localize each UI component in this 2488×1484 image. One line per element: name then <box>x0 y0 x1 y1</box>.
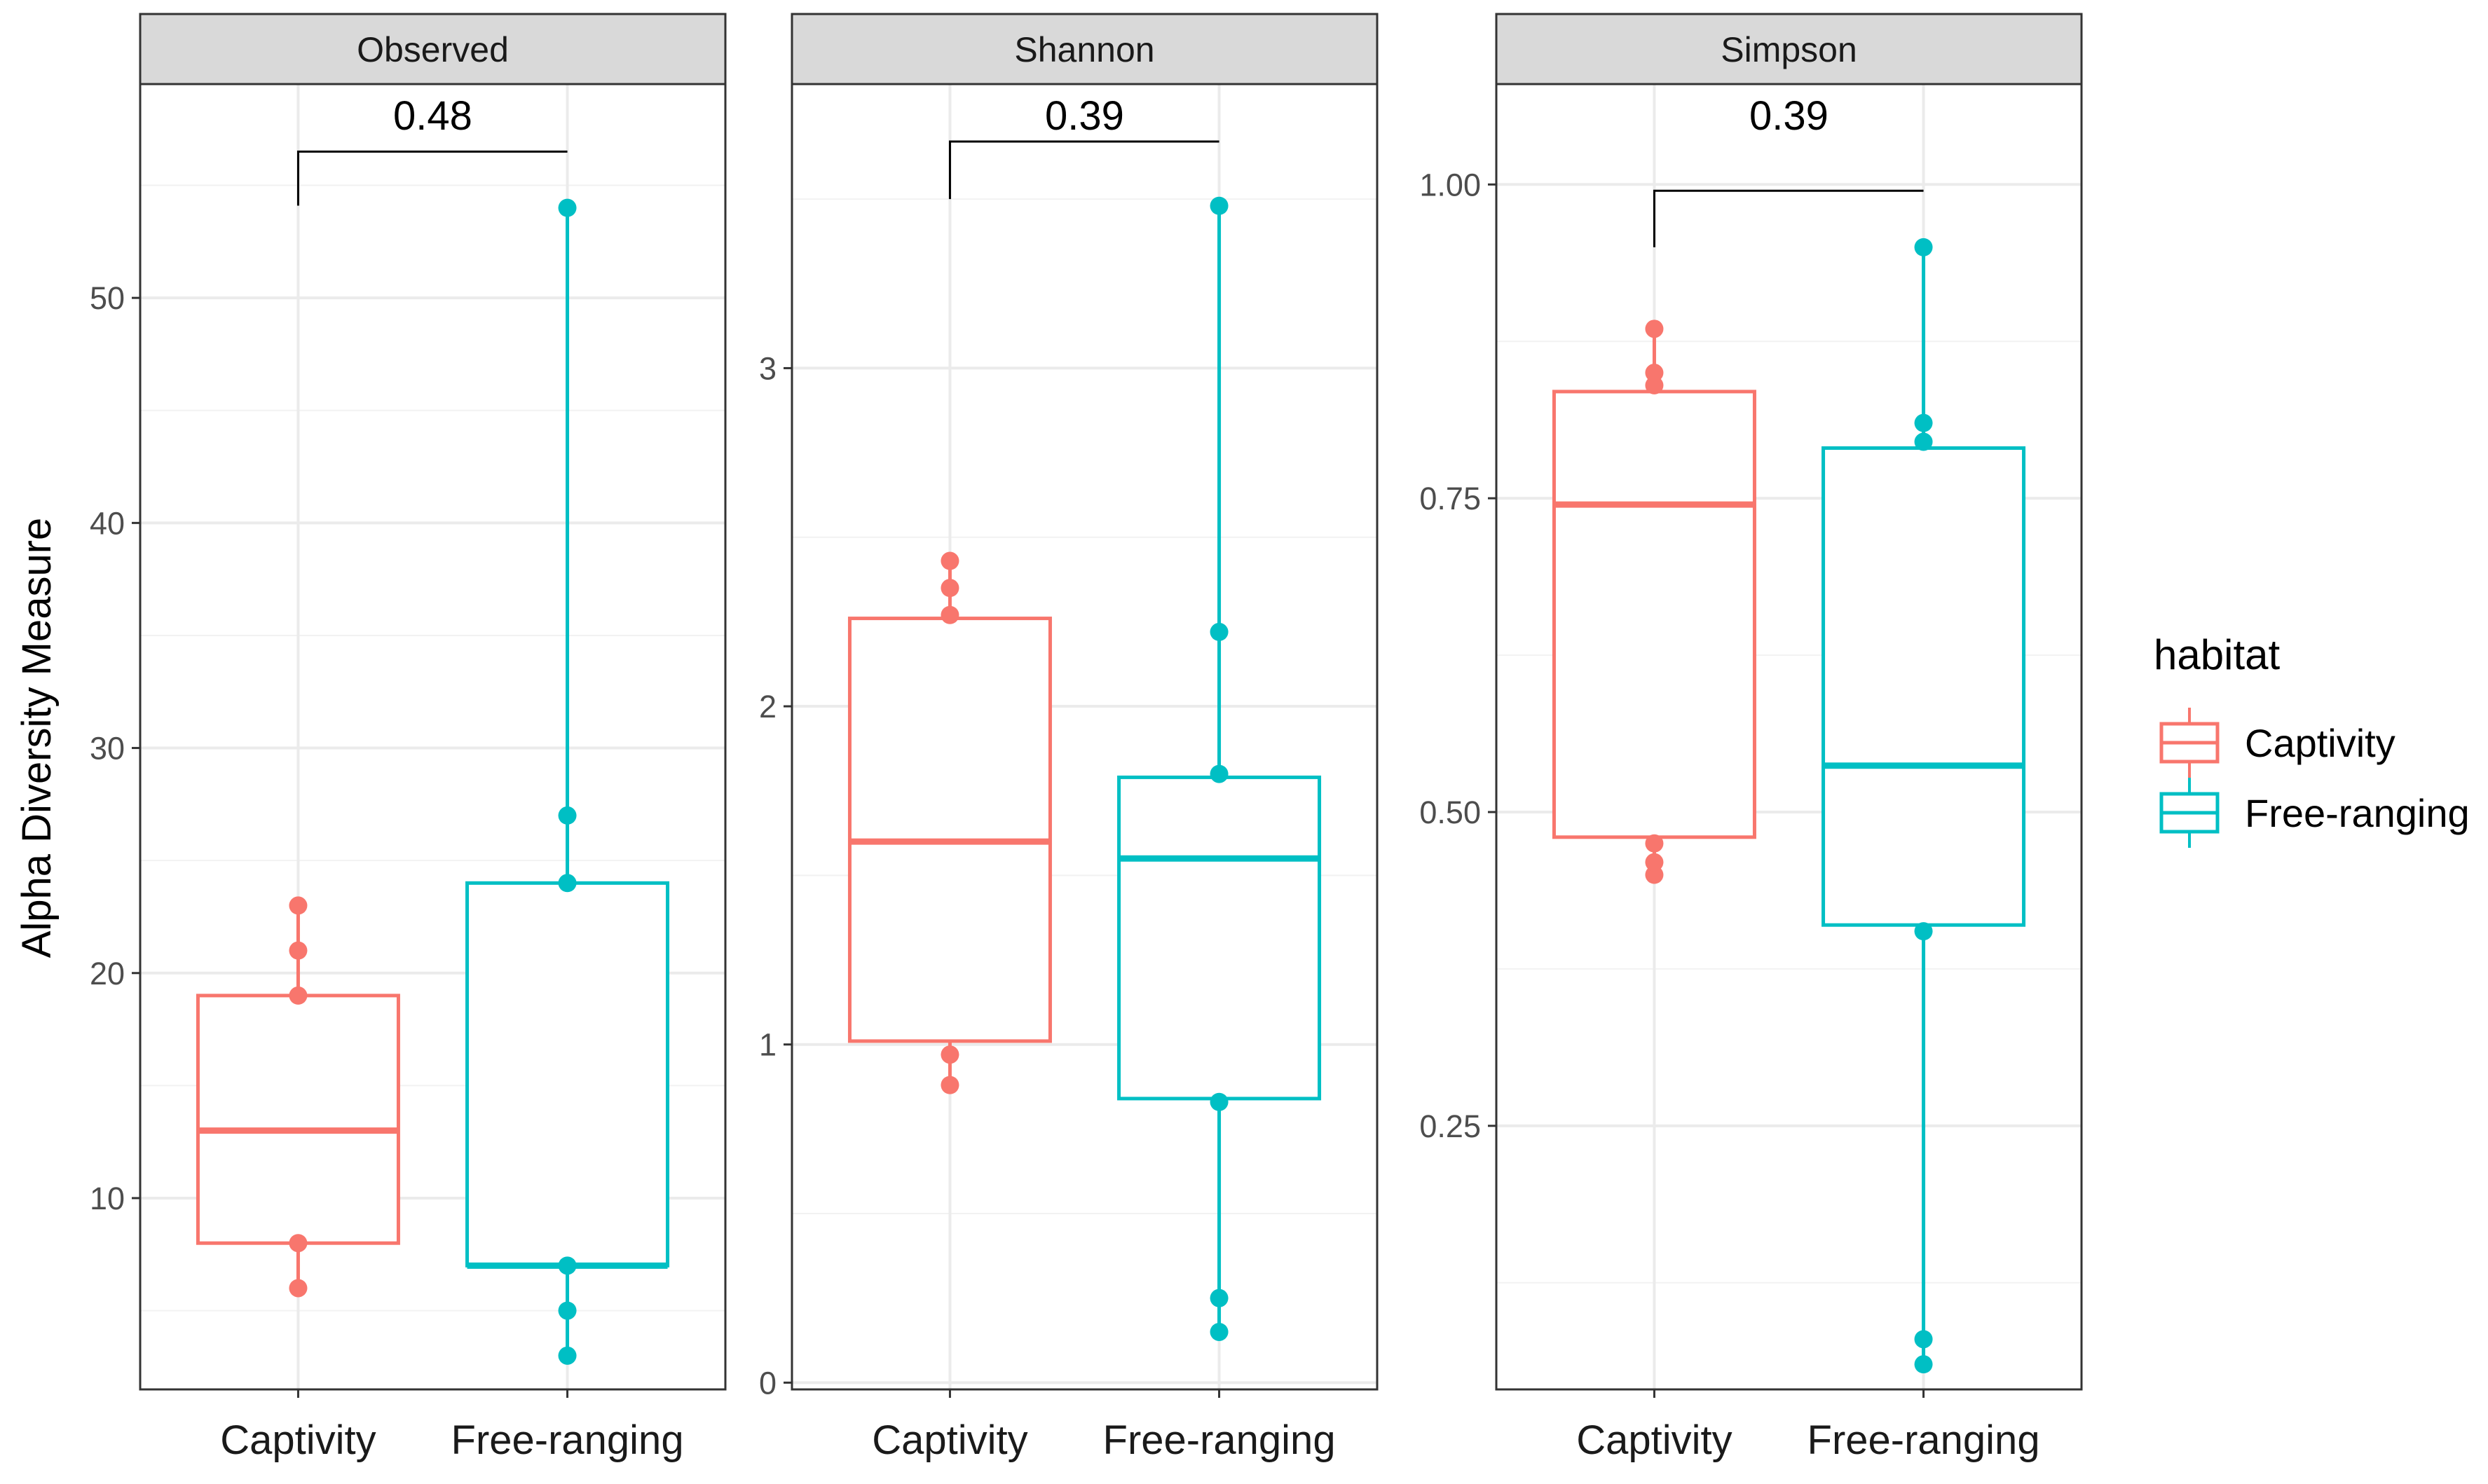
data-point <box>1210 622 1229 641</box>
facet-panel-observed: Observed 10 20 30 40 50 0.48 Captivity Free-rang… <box>90 13 727 1463</box>
facet-panel-simpson: Simpson 0.25 0.50 0.75 1.00 0.39 Captivity Free… <box>1419 13 2083 1463</box>
legend-key-captivity: Captivity <box>2159 708 2395 778</box>
box <box>196 994 400 1245</box>
facet-strip <box>791 13 1379 85</box>
y-tick-label: 0.75 <box>1419 481 1481 516</box>
data-point <box>289 941 308 960</box>
x-tick-label: Captivity <box>1576 1417 1732 1463</box>
box-group-captivity <box>1552 320 1756 884</box>
data-point <box>941 605 959 624</box>
y-tick-label: 30 <box>90 731 125 767</box>
y-tick-label: 1.00 <box>1419 167 1481 202</box>
box <box>465 881 670 1267</box>
y-tick-label: 20 <box>90 956 125 991</box>
p-value-label: 0.48 <box>393 93 472 139</box>
y-tick-label: 0.25 <box>1419 1108 1481 1144</box>
y-tick-label: 40 <box>90 505 125 541</box>
box <box>1552 390 1756 839</box>
x-tick-label: Free-ranging <box>1103 1417 1336 1463</box>
legend: habitat Captivity Free-ranging <box>2154 631 2470 848</box>
data-point <box>1914 1330 1933 1349</box>
legend-title: habitat <box>2154 631 2280 678</box>
data-point <box>1914 1355 1933 1374</box>
y-tick-label: 3 <box>759 350 777 386</box>
facet-panel-shannon: Shannon 0 1 2 3 0.39 Captivity Free-ranging <box>759 13 1379 1463</box>
data-point <box>941 1045 959 1064</box>
data-point <box>1645 364 1664 383</box>
data-point <box>1210 1092 1229 1111</box>
y-tick-label: 0.50 <box>1419 795 1481 830</box>
significance-bracket <box>1653 189 1924 247</box>
box-group-captivity <box>196 896 400 1298</box>
data-point <box>1645 376 1664 394</box>
data-point <box>558 1301 577 1320</box>
data-point <box>1210 1322 1229 1341</box>
data-point <box>289 1279 308 1298</box>
p-value-label: 0.39 <box>1045 93 1124 139</box>
x-tick-label: Free-ranging <box>451 1417 684 1463</box>
y-axis-label: Alpha Diversity Measure <box>14 518 60 959</box>
data-point <box>1210 764 1229 783</box>
y-tick-label: 0 <box>759 1365 777 1401</box>
box-group-free-ranging <box>1117 196 1322 1341</box>
p-value-label: 0.39 <box>1749 93 1829 139</box>
y-tick-label: 1 <box>759 1027 777 1063</box>
facet-strip-label: Shannon <box>1014 30 1154 69</box>
y-tick-label: 50 <box>90 280 125 316</box>
x-tick-label: Free-ranging <box>1807 1417 2040 1463</box>
data-point <box>1914 413 1933 432</box>
facet-strip-label: Simpson <box>1721 30 1857 69</box>
x-tick-label: Captivity <box>220 1417 376 1463</box>
significance-bracket <box>296 150 568 206</box>
data-point <box>1645 853 1664 872</box>
data-point <box>558 1256 577 1275</box>
data-point <box>941 579 959 598</box>
data-point <box>941 1076 959 1094</box>
box-group-captivity <box>847 551 1052 1094</box>
box <box>847 617 1052 1043</box>
data-point <box>289 1234 308 1253</box>
data-point <box>1210 196 1229 215</box>
data-point <box>558 1346 577 1365</box>
legend-label: Free-ranging <box>2245 791 2470 835</box>
data-point <box>289 896 308 915</box>
x-tick-label: Captivity <box>872 1417 1027 1463</box>
panel-border <box>1495 83 2083 1391</box>
panel-border <box>791 83 1379 1391</box>
data-point <box>1210 1289 1229 1307</box>
facet-strip-label: Observed <box>357 30 509 69</box>
box <box>1117 775 1322 1101</box>
significance-bracket <box>948 140 1219 200</box>
data-point <box>1914 922 1933 941</box>
data-point <box>941 551 959 570</box>
legend-label: Captivity <box>2245 721 2395 765</box>
data-point <box>1645 834 1664 853</box>
data-point <box>1645 865 1664 884</box>
data-point <box>1914 238 1933 256</box>
data-point <box>289 986 308 1005</box>
data-point <box>558 198 577 217</box>
data-point <box>1645 320 1664 338</box>
legend-key-free-ranging: Free-ranging <box>2159 778 2470 848</box>
box-group-free-ranging <box>1821 238 2026 1374</box>
data-point <box>558 806 577 825</box>
facet-strip <box>139 13 727 85</box>
data-point <box>558 874 577 893</box>
box-group-free-ranging <box>465 198 670 1365</box>
data-point <box>1914 432 1933 451</box>
box <box>1821 446 2026 927</box>
panel-border <box>139 83 727 1391</box>
y-tick-label: 10 <box>90 1181 125 1216</box>
y-tick-label: 2 <box>759 689 777 724</box>
facet-strip <box>1495 13 2083 85</box>
